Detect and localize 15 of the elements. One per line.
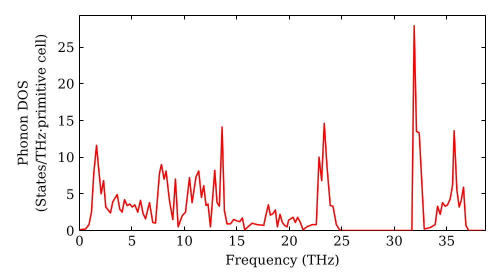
- x-tick-label: 15: [228, 234, 246, 250]
- y-tick-label: 20: [58, 78, 75, 93]
- x-tick-label: 20: [280, 234, 298, 250]
- x-tick-label: 10: [176, 234, 193, 250]
- y-tick-label: 5: [66, 188, 75, 203]
- y-tick-label: 15: [58, 114, 75, 130]
- y-tick-label: 0: [66, 224, 75, 240]
- x-tick-label: 5: [128, 234, 136, 250]
- x-tick-label: 30: [386, 234, 403, 250]
- y-axis-title: Phonon DOS (States/THz·primitive cell): [16, 34, 50, 212]
- y-tick-label: 25: [58, 41, 75, 56]
- x-tick-label: 25: [333, 234, 350, 250]
- x-axis-title: Frequency (THz): [225, 254, 340, 268]
- x-tick-label: 35: [438, 234, 456, 250]
- y-tick-label: 10: [58, 151, 75, 166]
